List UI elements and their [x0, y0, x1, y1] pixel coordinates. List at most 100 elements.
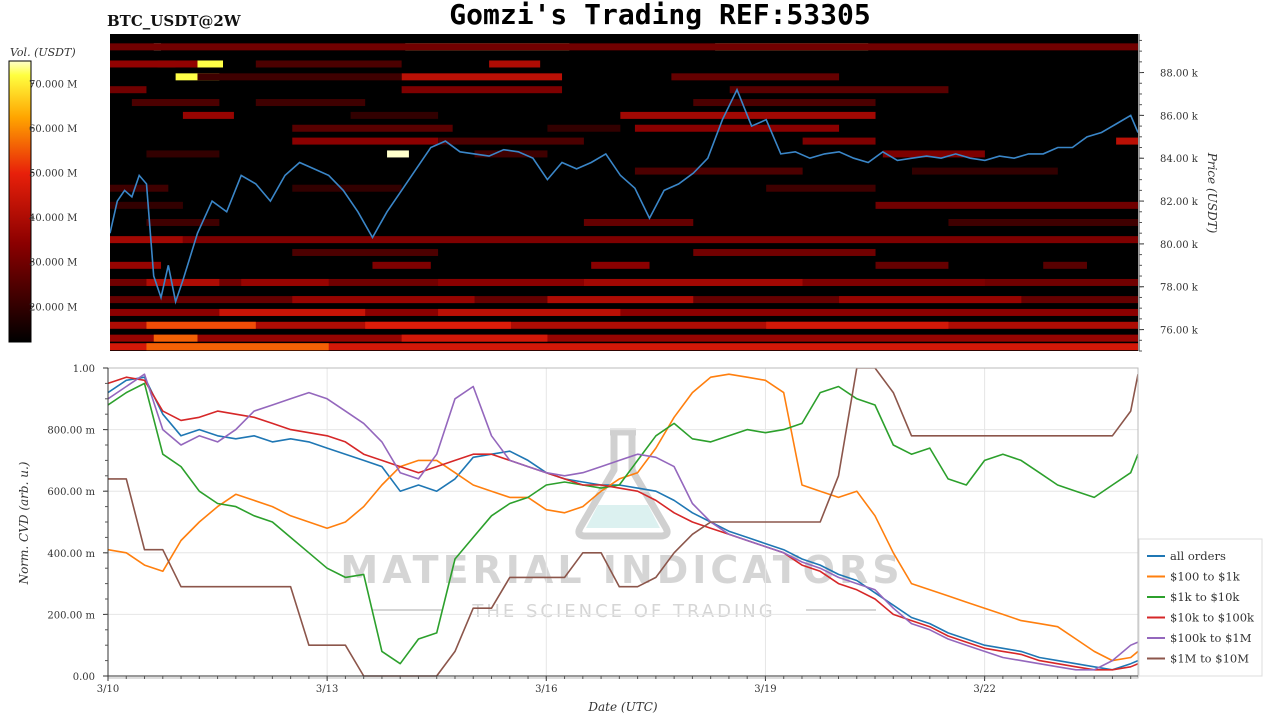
cvd-series-line	[108, 373, 1138, 662]
heatmap-cell	[365, 321, 511, 329]
heatmap-cell	[110, 334, 1138, 342]
heatmap-cell	[438, 278, 584, 286]
cvd-x-axis-label: Date (UTC)	[587, 700, 657, 714]
colorbar-tick-label: 70.000 M	[29, 79, 77, 90]
heatmap-cell	[146, 321, 256, 329]
heatmap-cell	[401, 73, 563, 81]
heatmap-cell	[693, 248, 876, 256]
heatmap-cell	[146, 150, 220, 158]
cvd-series-line	[108, 373, 1138, 671]
heatmap-cell	[875, 201, 1138, 209]
heatmap-cell	[190, 60, 224, 68]
heatmap-cell	[255, 60, 402, 68]
heatmap-cell	[146, 218, 220, 226]
heatmap-cell	[292, 124, 453, 132]
cvd-y-axis-label: Norm. CVD (arb. u.)	[17, 461, 31, 585]
colorbar-tick-label: 50.000 M	[29, 169, 77, 180]
legend-box	[1138, 538, 1263, 677]
cvd-y-tick-label: 200.00 m	[47, 610, 95, 621]
heatmap-cell	[350, 111, 439, 119]
price-axis-tick-label: 76.00 k	[1160, 326, 1199, 337]
cvd-series-line	[108, 376, 1138, 671]
heatmap-cell	[110, 261, 162, 269]
cvd-series-line	[108, 376, 1138, 671]
heatmap-cell	[1116, 137, 1138, 145]
heatmap-cell	[182, 236, 1138, 244]
heatmap-cell	[292, 184, 402, 192]
heatmap-cell	[146, 343, 329, 351]
cvd-y-tick-label: 0.00	[73, 672, 95, 683]
heatmap-cell	[474, 150, 548, 158]
heatmap-cell	[802, 278, 985, 286]
heatmap-background	[110, 34, 1138, 351]
colorbar-label: Vol. (USDT)	[10, 46, 76, 59]
colorbar-tick-label: 30.000 M	[29, 258, 77, 269]
cvd-series-line	[108, 368, 1138, 677]
heatmap-cell	[438, 308, 621, 316]
heatmap-cell	[948, 218, 1138, 226]
price-axis-tick-label: 86.00 k	[1160, 111, 1199, 122]
heatmap-cell	[875, 261, 949, 269]
symbol-label: BTC_USDT@2W	[107, 12, 242, 30]
heatmap-cell	[634, 124, 840, 132]
colorbar-tick-label: 40.000 M	[29, 213, 77, 224]
heatmap-cell	[219, 308, 366, 316]
heatmap-cell	[583, 278, 803, 286]
legend: all orders $100 to $1k $1k to $10k $10k to …	[1138, 538, 1263, 677]
cvd-y-tick-label: 1.00	[73, 364, 95, 375]
heatmap-cell	[839, 296, 1022, 304]
heatmap-cell	[110, 201, 183, 209]
heatmap-cell	[292, 137, 439, 145]
price-axis-tick-label: 84.00 k	[1160, 154, 1199, 165]
heatmap-cell	[489, 60, 541, 68]
price-axis-tick-label: 80.00 k	[1160, 240, 1199, 251]
heatmap-cell	[547, 124, 621, 132]
heatmap-cell	[131, 99, 220, 107]
heatmap-cell	[401, 86, 563, 94]
heatmap-cell	[372, 261, 431, 269]
heatmap-cell	[729, 86, 949, 94]
price-axis-tick-label: 78.00 k	[1160, 283, 1199, 294]
cvd-y-tick-label: 400.00 m	[47, 549, 95, 560]
cvd-x-tick-label: 3/22	[973, 684, 995, 695]
heatmap-cell	[110, 236, 183, 244]
heatmap-cell	[182, 111, 234, 119]
price-axis-tick-label: 82.00 k	[1160, 197, 1199, 208]
heatmap-cell	[547, 296, 694, 304]
cvd-x-tick-label: 3/13	[316, 684, 338, 695]
heatmap-cell	[255, 99, 366, 107]
heatmap-cell	[591, 261, 650, 269]
heatmap-cell	[110, 321, 1138, 329]
heatmap-cell	[634, 167, 803, 175]
cvd-y-tick-label: 600.00 m	[47, 487, 95, 498]
heatmap-cell	[583, 218, 694, 226]
flask-icon	[575, 428, 671, 540]
cvd-x-tick-label: 3/19	[754, 684, 776, 695]
heatmap-cell	[387, 150, 409, 158]
heatmap-cell	[766, 184, 876, 192]
chart-title: Gomzi's Trading REF:53305	[449, 0, 870, 31]
heatmap-cell	[802, 137, 876, 145]
heatmap-cell	[110, 60, 198, 68]
watermark-line2: THE SCIENCE OF TRADING	[471, 601, 775, 622]
colorbar	[8, 60, 32, 343]
legend-label: $10k to $100k	[1170, 611, 1255, 625]
heatmap-cell	[241, 278, 329, 286]
price-axis-label: Price (USDT)	[1205, 152, 1219, 234]
colorbar-tick-label: 60.000 M	[29, 124, 77, 135]
heatmap-cell	[153, 334, 198, 342]
cvd-y-tick-label: 800.00 m	[47, 426, 95, 437]
heatmap-cell	[110, 343, 1138, 351]
colorbar-tick-label: 20.000 M	[29, 302, 77, 313]
cvd-series-line	[108, 382, 1138, 665]
heatmap-cell	[401, 334, 548, 342]
legend-label: $100 to $1k	[1170, 570, 1241, 584]
heatmap-cell	[110, 86, 147, 94]
legend-label: $1M to $10M	[1170, 652, 1249, 666]
heatmap-cell	[110, 43, 1138, 51]
price-line	[110, 87, 1138, 305]
heatmap-cell	[292, 248, 439, 256]
cvd-x-tick-label: 3/10	[97, 684, 119, 695]
